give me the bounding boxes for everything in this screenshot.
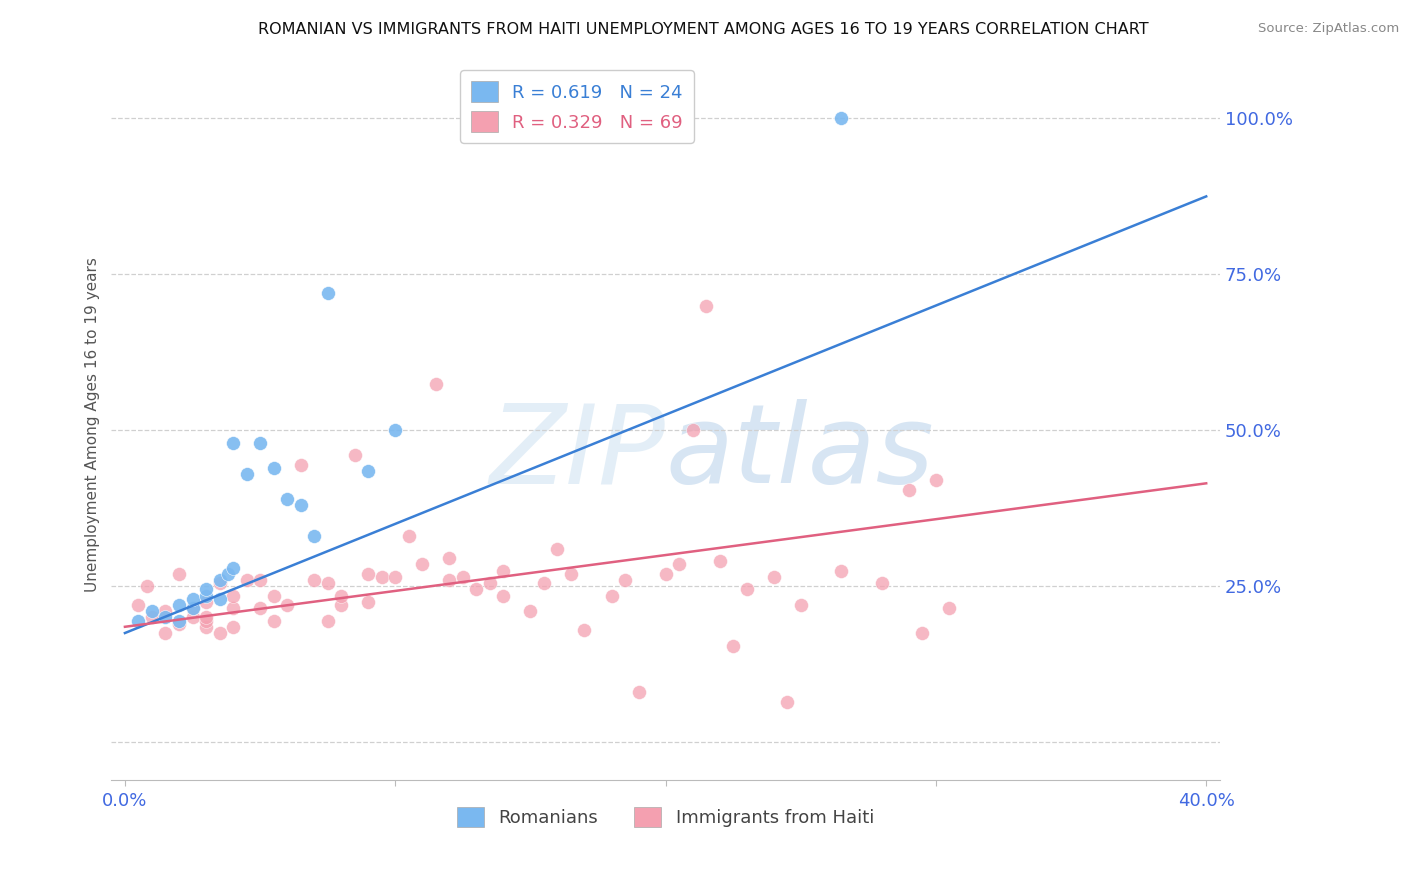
Point <box>330 589 353 603</box>
Point <box>263 614 285 628</box>
Point <box>208 576 231 591</box>
Point <box>276 491 298 506</box>
Point <box>208 591 231 606</box>
Point <box>208 626 231 640</box>
Point <box>249 435 271 450</box>
Point <box>574 623 596 637</box>
Point <box>560 566 582 581</box>
Point <box>911 626 934 640</box>
Point <box>330 598 353 612</box>
Point <box>709 554 731 568</box>
Point <box>290 458 312 472</box>
Point <box>316 614 339 628</box>
Text: atlas: atlas <box>665 399 934 506</box>
Point <box>357 464 380 478</box>
Point <box>302 573 325 587</box>
Point <box>222 589 245 603</box>
Point <box>439 573 461 587</box>
Point <box>384 423 406 437</box>
Point <box>195 589 218 603</box>
Point <box>155 604 177 618</box>
Point <box>195 595 218 609</box>
Text: Source: ZipAtlas.com: Source: ZipAtlas.com <box>1258 22 1399 36</box>
Point <box>290 498 312 512</box>
Point <box>316 576 339 591</box>
Point <box>668 558 690 572</box>
Point <box>721 639 744 653</box>
Point <box>695 299 717 313</box>
Point <box>167 614 190 628</box>
Point <box>167 598 190 612</box>
Point <box>135 579 157 593</box>
Point <box>519 604 541 618</box>
Point <box>195 582 218 597</box>
Y-axis label: Unemployment Among Ages 16 to 19 years: Unemployment Among Ages 16 to 19 years <box>86 257 100 591</box>
Point <box>208 573 231 587</box>
Point <box>195 614 218 628</box>
Point <box>938 601 960 615</box>
Point <box>343 448 366 462</box>
Point <box>195 620 218 634</box>
Point <box>492 589 515 603</box>
Point <box>195 610 218 624</box>
Point <box>357 595 380 609</box>
Point <box>222 620 245 634</box>
Point <box>425 376 447 391</box>
Point <box>897 483 920 497</box>
Point <box>776 695 799 709</box>
Point <box>478 576 501 591</box>
Point <box>127 614 149 628</box>
Point <box>263 460 285 475</box>
Point <box>682 423 704 437</box>
Point <box>302 529 325 543</box>
Point <box>398 529 420 543</box>
Text: ROMANIAN VS IMMIGRANTS FROM HAITI UNEMPLOYMENT AMONG AGES 16 TO 19 YEARS CORRELA: ROMANIAN VS IMMIGRANTS FROM HAITI UNEMPL… <box>257 22 1149 37</box>
Legend: Romanians, Immigrants from Haiti: Romanians, Immigrants from Haiti <box>450 799 882 835</box>
Point <box>155 626 177 640</box>
Point <box>654 566 676 581</box>
Point <box>167 616 190 631</box>
Point <box>181 591 204 606</box>
Point <box>127 598 149 612</box>
Point <box>371 570 394 584</box>
Point <box>217 566 239 581</box>
Point <box>762 570 785 584</box>
Point <box>439 551 461 566</box>
Point <box>492 564 515 578</box>
Point <box>533 576 555 591</box>
Text: ZIP: ZIP <box>489 399 665 506</box>
Point <box>451 570 474 584</box>
Point <box>411 558 433 572</box>
Point <box>249 573 271 587</box>
Point <box>925 473 948 487</box>
Point <box>465 582 488 597</box>
Point <box>222 435 245 450</box>
Point <box>614 573 637 587</box>
Point <box>181 601 204 615</box>
Point <box>155 610 177 624</box>
Point <box>249 601 271 615</box>
Point <box>235 573 257 587</box>
Point <box>181 610 204 624</box>
Point <box>870 576 893 591</box>
Point <box>222 560 245 574</box>
Point <box>830 564 852 578</box>
Point <box>235 467 257 481</box>
Point <box>546 541 568 556</box>
Point <box>600 589 623 603</box>
Point <box>830 112 852 126</box>
Point <box>141 610 163 624</box>
Point <box>384 570 406 584</box>
Point <box>790 598 813 612</box>
Point <box>735 582 758 597</box>
Point <box>316 286 339 301</box>
Point <box>357 566 380 581</box>
Point <box>222 601 245 615</box>
Point <box>263 589 285 603</box>
Point <box>167 566 190 581</box>
Point <box>276 598 298 612</box>
Point <box>627 685 650 699</box>
Point <box>181 601 204 615</box>
Point <box>141 604 163 618</box>
